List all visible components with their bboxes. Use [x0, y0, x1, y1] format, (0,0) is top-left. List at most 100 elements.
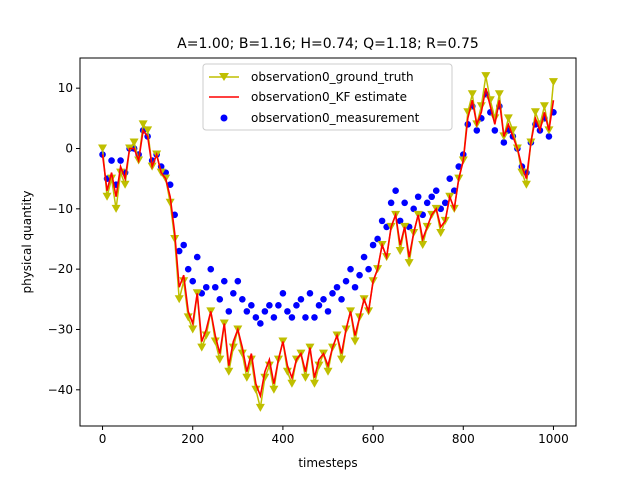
series-layer [98, 72, 558, 412]
ground-truth-point [309, 379, 319, 388]
measurement-point [446, 175, 454, 182]
x-tick-label: 400 [271, 432, 294, 446]
x-axis-ticks: 0 200 400 600 800 1000 [99, 426, 569, 446]
legend-measurement-label: observation0_measurement [251, 111, 420, 125]
measurement-point [193, 253, 201, 261]
measurement-point [369, 241, 377, 249]
ground-truth-point [314, 361, 324, 370]
measurement-point [311, 314, 318, 321]
ground-truth-point [102, 192, 112, 201]
ground-truth-point [467, 90, 477, 99]
measurement-point [329, 289, 336, 297]
ground-truth-point [210, 337, 220, 346]
measurement-point [378, 217, 386, 225]
measurement-point [257, 320, 264, 327]
ground-truth-point [188, 325, 198, 334]
measurement-point [302, 314, 309, 321]
measurement-point [306, 289, 314, 297]
measurement-point [545, 133, 553, 140]
ground-truth-point [224, 367, 234, 376]
measurement-point [239, 296, 246, 303]
y-tick-label: 0 [65, 141, 73, 155]
x-tick-label: 0 [99, 432, 107, 446]
measurement-point [184, 265, 192, 273]
measurement-point [333, 283, 341, 291]
ground-truth-point [129, 138, 139, 147]
legend-ground-truth-label: observation0_ground_truth [251, 70, 414, 84]
measurement-point [365, 265, 372, 273]
measurement-point [342, 277, 350, 285]
measurement-point [360, 253, 368, 261]
ground-truth-point [143, 126, 153, 135]
measurement-point [266, 302, 273, 309]
measurement-point [275, 302, 282, 309]
ground-truth-point [503, 114, 513, 123]
y-tick-label: −30 [48, 322, 73, 336]
plot-area [79, 57, 577, 427]
measurement-point [351, 283, 359, 291]
ground-truth-point [111, 204, 121, 213]
ground-truth-point [521, 180, 531, 189]
legend-item-measurement: observation0_measurement [220, 111, 420, 125]
measurement-point [401, 199, 408, 207]
measurement-point [189, 277, 197, 285]
measurement-point [234, 277, 242, 285]
measurement-point [279, 289, 287, 297]
ground-truth-point [548, 78, 558, 87]
legend-item-ground-truth: observation0_ground_truth [209, 70, 414, 84]
ground-truth-point [237, 349, 247, 358]
measurement-point [225, 308, 233, 315]
ground-truth-point [418, 241, 428, 250]
ground-truth-point [287, 379, 297, 388]
ground-truth-point [530, 108, 540, 117]
measurement-point [166, 181, 174, 188]
ground-truth-point [197, 343, 207, 352]
measurement-point [410, 205, 417, 213]
legend-kf-estimate-label: observation0_KF estimate [251, 90, 407, 104]
measurement-point [473, 127, 481, 134]
measurement-point [243, 308, 251, 315]
ground-truth-point [120, 180, 130, 189]
measurement-point [248, 302, 255, 309]
ground-truth-point [215, 355, 225, 364]
ground-truth-point [404, 259, 414, 268]
measurement-point [180, 241, 188, 249]
ground-truth-point [350, 337, 360, 346]
measurement-point [387, 199, 395, 207]
ground-truth-point [174, 295, 184, 304]
ground-truth-point [481, 72, 491, 81]
axes-frame [79, 57, 577, 427]
ground-truth-point [107, 174, 117, 183]
ground-truth-point [246, 355, 256, 364]
x-axis-label: timesteps [298, 456, 357, 470]
kf-estimate-line [101, 87, 555, 399]
measurement-point [293, 302, 300, 309]
ground-truth-point [138, 120, 148, 129]
ground-truth-point [337, 355, 347, 364]
measurement-point [117, 157, 124, 164]
ground-truth-point [98, 144, 108, 153]
x-tick-label: 200 [181, 432, 204, 446]
x-tick-label: 1000 [538, 432, 569, 446]
measurement-point [356, 271, 363, 279]
x-tick-label: 800 [452, 432, 475, 446]
y-tick-label: −40 [48, 383, 73, 397]
measurement-point [392, 187, 399, 195]
ground-truth-point [323, 367, 333, 376]
ground-truth-point [436, 228, 446, 237]
y-tick-label: −20 [48, 262, 73, 276]
measurement-point [428, 193, 436, 201]
ground-truth-point [255, 403, 265, 412]
ground-truth-point [300, 373, 310, 382]
measurement-point [455, 163, 463, 170]
legend-measurement-circle-icon [220, 114, 228, 122]
measurement-point [175, 247, 183, 255]
legend-item-kf-estimate: observation0_KF estimate [209, 90, 407, 104]
ground-truth-point [260, 373, 270, 382]
x-tick-label: 600 [362, 432, 385, 446]
measurement-point [252, 314, 260, 321]
measurement-point [338, 296, 345, 303]
y-tick-label: 10 [58, 81, 73, 95]
legend-ground-truth-triangle-icon [219, 73, 229, 81]
